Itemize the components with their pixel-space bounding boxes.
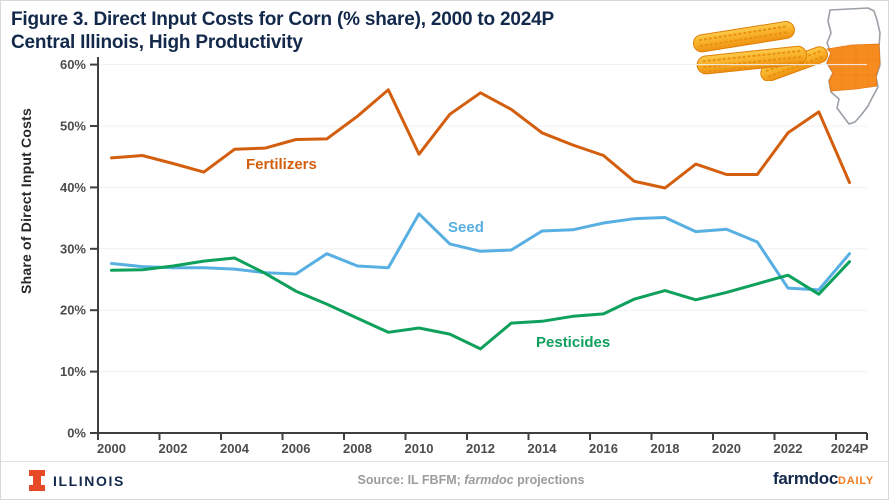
figure-title-line2: Central Illinois, High Productivity — [11, 32, 303, 53]
x-tick-label: 2008 — [343, 441, 372, 456]
corn-cobs-icon — [687, 17, 835, 86]
farmdoc-wordmark: farmdoc — [773, 469, 838, 488]
illinois-wordmark: ILLINOIS — [53, 472, 125, 489]
figure-header: Figure 3. Direct Input Costs for Corn (%… — [11, 8, 554, 54]
x-tick-label: 2010 — [405, 441, 434, 456]
seed-series-line — [110, 212, 851, 292]
university-of-illinois-logo: ILLINOIS — [29, 470, 125, 491]
source-farmdoc-italic: farmdoc — [464, 473, 514, 487]
x-tick-label: 2018 — [651, 441, 680, 456]
y-tick-label: 20% — [60, 303, 86, 318]
pesticides-series-line — [110, 256, 851, 351]
x-tick-label: 2006 — [282, 441, 311, 456]
figure-title-line1: Figure 3. Direct Input Costs for Corn (%… — [11, 9, 554, 30]
x-tick-label: 2000 — [97, 441, 126, 456]
y-tick-label: 40% — [60, 180, 86, 195]
illinois-map-icon — [822, 3, 888, 134]
farmdoc-daily-logo: farmdocDAILY — [773, 469, 874, 489]
daily-wordmark: DAILY — [838, 475, 874, 487]
x-tick-label: 2022 — [774, 441, 803, 456]
fertilizers-series-label: Fertilizers — [246, 156, 317, 173]
y-tick-label: 30% — [60, 241, 86, 256]
source-suffix: projections — [513, 473, 585, 487]
footer-bar: ILLINOIS Source: IL FBFM; farmdoc projec… — [1, 461, 888, 499]
y-tick-label: 10% — [60, 364, 86, 379]
pesticides-series-label: Pesticides — [536, 334, 610, 351]
y-tick-label: 60% — [60, 57, 86, 72]
y-tick-label: 50% — [60, 119, 86, 134]
x-tick-label: 2016 — [589, 441, 618, 456]
source-prefix: Source: IL FBFM; — [357, 473, 465, 487]
x-tick-label: 2020 — [712, 441, 741, 456]
axis-lines — [97, 57, 867, 434]
y-axis-title: Share of Direct Input Costs — [18, 108, 34, 294]
x-tick-label: 2004 — [220, 441, 250, 456]
block-i-icon — [29, 470, 45, 491]
x-tick-label: 2024P — [831, 441, 869, 456]
y-tick-label: 0% — [67, 426, 86, 441]
x-tick-label: 2002 — [159, 441, 188, 456]
x-tick-label: 2012 — [466, 441, 495, 456]
fertilizers-series-line — [110, 88, 851, 190]
source-note: Source: IL FBFM; farmdoc projections — [358, 473, 585, 487]
x-tick-label: 2014 — [528, 441, 558, 456]
seed-series-label: Seed — [448, 219, 484, 236]
